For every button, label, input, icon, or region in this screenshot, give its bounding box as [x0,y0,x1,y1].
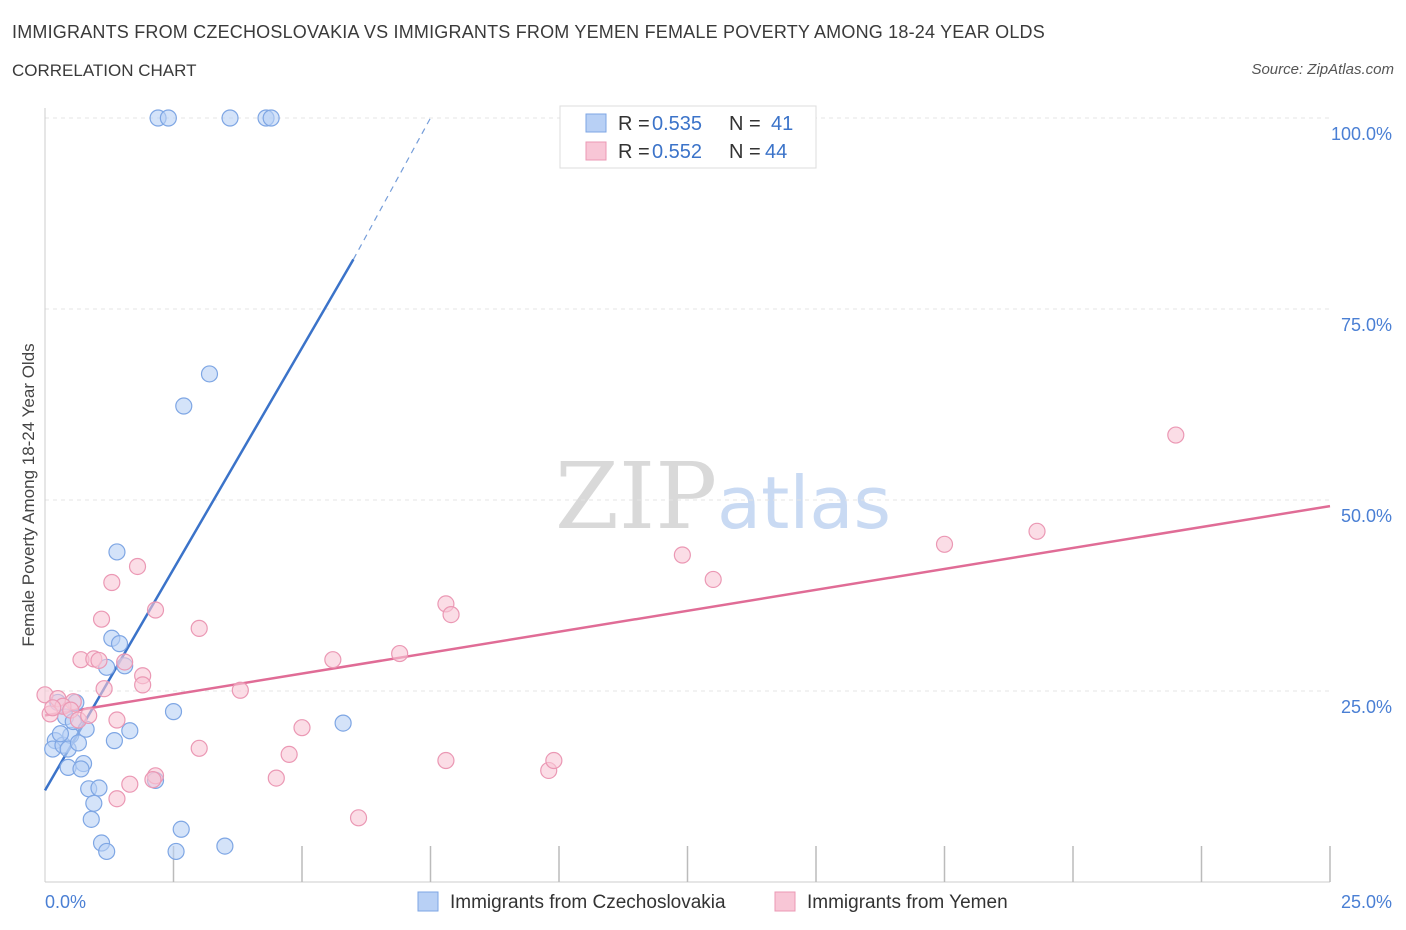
point-yemen [442,605,460,624]
chart-title: IMMIGRANTS FROM CZECHOSLOVAKIA VS IMMIGR… [12,22,1045,42]
y-tick-labels: 100.0% 75.0% 50.0% 25.0% [1331,124,1392,717]
point-yemen [190,739,208,757]
point-yemen [1167,426,1185,444]
y-axis-label: Female Poverty Among 18-24 Year Olds [19,343,38,646]
bottom-legend-czechoslovakia: Immigrants from Czechoslovakia [450,892,726,913]
legend-swatch-yemen [585,141,607,161]
point-czechoslovakia [221,109,239,127]
point-yemen [144,771,162,789]
point-yemen [935,535,954,553]
point-yemen [92,610,111,628]
point-yemen [134,676,152,694]
y-tick-label: 25.0% [1341,697,1392,717]
legend-r-value-1: 0.535 [652,113,702,135]
legend-n-value-2: 44 [765,141,787,163]
point-yemen [90,651,108,670]
point-yemen [267,769,285,787]
point-czechoslovakia [110,635,129,653]
watermark-zip: ZIP [555,443,717,550]
legend-r-label-1: R = [618,113,650,135]
point-yemen [324,651,342,669]
watermark-atlas: atlas [717,461,891,545]
trend-lines [43,117,1331,791]
point-czechoslovakia [167,842,185,861]
point-yemen [293,719,311,737]
point-yemen [391,644,409,663]
point-czechoslovakia [175,397,193,415]
y-tick-label: 100.0% [1331,124,1392,144]
point-yemen [80,706,98,725]
x-tick-label: 25.0% [1341,892,1392,912]
point-czechoslovakia [262,109,280,127]
point-czechoslovakia [334,714,352,732]
source-label: Source: ZipAtlas.com [1251,61,1394,78]
point-yemen [116,653,134,671]
point-czechoslovakia [200,365,219,383]
point-yemen [103,573,121,592]
point-czechoslovakia [90,779,108,797]
point-yemen [1028,522,1046,540]
point-czechoslovakia [108,543,126,561]
legend-swatch-czechoslovakia [585,113,607,133]
legend: R = 0.535 N = 41 R = 0.552 N = 44 [559,105,817,169]
bottom-legend-swatch-czechoslovakia [417,891,439,912]
point-yemen [108,790,126,808]
point-yemen [108,711,126,729]
chart-subtitle: CORRELATION CHART [12,61,197,80]
y-tick-label: 50.0% [1341,506,1392,526]
axes [44,108,1331,883]
point-czechoslovakia [82,810,100,828]
x-tick-label: 0.0% [45,892,86,912]
point-czechoslovakia [105,732,123,750]
point-czechoslovakia [98,842,116,861]
point-yemen [280,745,298,764]
point-czechoslovakia [72,760,90,778]
point-czechoslovakia [159,109,177,127]
point-yemen [231,681,249,699]
point-yemen [95,680,113,698]
point-czechoslovakia [121,722,139,740]
bottom-legend-yemen: Immigrants from Yemen [807,892,1008,913]
point-czechoslovakia [164,703,183,721]
point-czechoslovakia [216,837,234,855]
point-yemen [704,570,722,589]
point-yemen [349,809,368,827]
point-yemen [128,557,147,576]
bottom-legend: Immigrants from Czechoslovakia Immigrant… [417,891,1008,913]
point-yemen [437,751,455,770]
point-czechoslovakia [85,794,103,812]
x-tick-labels: 0.0% 25.0% [45,892,1392,912]
point-yemen [44,699,62,717]
legend-n-label-1: N = [729,113,761,135]
legend-n-value-1: 41 [771,113,793,135]
point-yemen [121,775,139,793]
bottom-legend-swatch-yemen [774,891,796,912]
legend-r-label-2: R = [618,141,650,163]
point-czechoslovakia [69,734,88,752]
data-points [36,109,1185,861]
point-yemen [146,601,165,619]
point-czechoslovakia [51,725,70,743]
gridlines [45,117,1330,692]
y-tick-label: 75.0% [1341,315,1392,335]
point-czechoslovakia [172,820,190,838]
legend-r-value-2: 0.552 [652,141,702,163]
point-yemen [545,751,563,770]
point-yemen [190,619,208,637]
legend-n-label-2: N = [729,141,761,163]
trend-line-yemen [44,504,1331,717]
trend-line-czechoslovakia [43,258,355,791]
point-yemen [673,546,691,564]
trend-line-czechoslovakia-extension [352,117,432,260]
